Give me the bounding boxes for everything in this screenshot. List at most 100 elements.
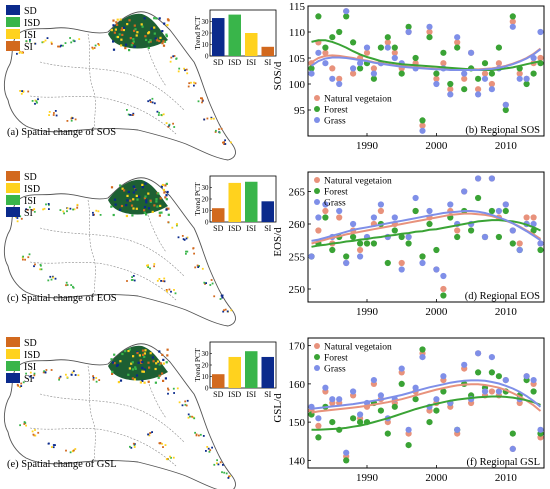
vegetation-pixel: [45, 203, 47, 206]
xtick-label: 2010: [495, 140, 518, 152]
vegetation-pixel: [133, 29, 136, 32]
vegetation-pixel: [168, 123, 171, 126]
data-point: [398, 259, 405, 267]
vegetation-pixel: [26, 209, 29, 211]
ytick-label: 115: [289, 1, 306, 13]
inset-xtick-label: ISI: [246, 390, 256, 399]
inset-xtick-label: ISI: [246, 58, 256, 67]
data-point: [509, 23, 516, 30]
ytick-label: 160: [289, 379, 306, 391]
data-point: [329, 246, 336, 254]
vegetation-pixel: [36, 101, 38, 104]
vegetation-pixel: [158, 17, 161, 20]
vegetation-pixel: [149, 267, 151, 270]
region-map-icon: [3, 343, 236, 489]
data-point: [530, 70, 537, 77]
vegetation-pixel: [229, 475, 231, 477]
panel-b-plot-area: 95 100 105 110 115 1990 2000 2010 Natural vegeta…: [289, 1, 545, 152]
vegetation-pixel: [116, 18, 119, 21]
vegetation-pixel: [123, 189, 126, 192]
vegetation-pixel: [173, 289, 175, 291]
vegetation-pixel: [16, 383, 19, 386]
data-point: [398, 365, 405, 372]
data-point: [495, 388, 502, 395]
data-point: [495, 207, 502, 215]
data-point: [495, 233, 502, 241]
vegetation-pixel: [110, 358, 113, 361]
data-point: [370, 214, 377, 221]
vegetation-cluster-north: [108, 345, 169, 384]
vegetation-pixel: [95, 377, 98, 379]
vegetation-pixel: [141, 186, 144, 189]
vegetation-pixel: [125, 204, 128, 207]
data-point: [454, 426, 461, 433]
vegetation-pixel: [161, 353, 164, 356]
data-point: [412, 194, 419, 202]
vegetation-pixel: [209, 284, 212, 286]
panel-a-inset-bar-chart: 0 10 20 30 SD ISD ISI SI Trend PCT: [193, 9, 277, 67]
vegetation-pixel: [65, 284, 67, 287]
data-point: [419, 259, 426, 267]
vegetation-pixel: [184, 400, 187, 403]
vegetation-pixel: [190, 81, 192, 84]
data-point: [488, 175, 495, 182]
data-point: [488, 207, 495, 215]
data-point: [426, 207, 433, 215]
vegetation-pixel: [19, 50, 22, 53]
data-point: [398, 380, 405, 387]
vegetation-pixel: [145, 201, 148, 204]
vegetation-pixel: [184, 403, 187, 406]
vegetation-pixel: [22, 91, 25, 93]
data-point: [530, 377, 537, 384]
region-map-icon: [3, 177, 236, 327]
inset-xtick-label: SD: [213, 390, 223, 399]
vegetation-pixel: [207, 447, 210, 450]
vegetation-pixel: [223, 141, 225, 143]
vegetation-pixel: [178, 401, 181, 404]
vegetation-pixel: [144, 349, 147, 352]
vegetation-pixel: [164, 196, 167, 199]
panel-a-title: (a) Spatial change of SOS: [7, 127, 116, 138]
vegetation-pixel: [128, 19, 131, 22]
vegetation-pixel: [47, 203, 50, 205]
vegetation-pixel: [113, 362, 116, 365]
vegetation-pixel: [29, 206, 31, 209]
vegetation-pixel: [162, 44, 166, 47]
vegetation-pixel: [152, 360, 155, 363]
vegetation-pixel: [16, 220, 19, 223]
vegetation-pixel: [153, 263, 156, 265]
vegetation-pixel: [209, 449, 212, 451]
vegetation-pixel: [124, 350, 127, 353]
vegetation-pixel: [162, 113, 165, 116]
vegetation-pixel: [22, 255, 24, 258]
vegetation-pixel: [39, 268, 41, 271]
data-point: [308, 65, 315, 72]
vegetation-pixel: [170, 56, 173, 59]
data-point: [370, 377, 377, 384]
inset-xtick-label: ISI: [246, 224, 256, 233]
vegetation-pixel: [44, 39, 47, 42]
vegetation-pixel: [112, 40, 115, 43]
vegetation-pixel: [69, 207, 72, 210]
vegetation-pixel: [143, 352, 146, 355]
data-point: [454, 233, 461, 241]
series-points-grass: [308, 175, 544, 280]
vegetation-pixel: [69, 451, 72, 454]
vegetation-pixel: [162, 40, 165, 43]
vegetation-pixel: [182, 238, 185, 240]
vegetation-pixel: [149, 432, 151, 434]
vegetation-pixel: [31, 209, 34, 212]
inset-bar-si: [261, 46, 274, 56]
vegetation-pixel: [173, 55, 176, 57]
legend-label-si: SI: [24, 208, 33, 219]
vegetation-pixel: [143, 209, 146, 212]
data-point: [391, 54, 398, 62]
vegetation-pixel: [222, 464, 224, 466]
vegetation-pixel: [210, 117, 213, 120]
data-point: [488, 369, 495, 376]
data-point: [447, 91, 454, 98]
vegetation-pixel: [112, 213, 115, 217]
vegetation-pixel: [201, 101, 203, 104]
vegetation-pixel: [159, 36, 162, 39]
vegetation-pixel: [172, 122, 174, 125]
